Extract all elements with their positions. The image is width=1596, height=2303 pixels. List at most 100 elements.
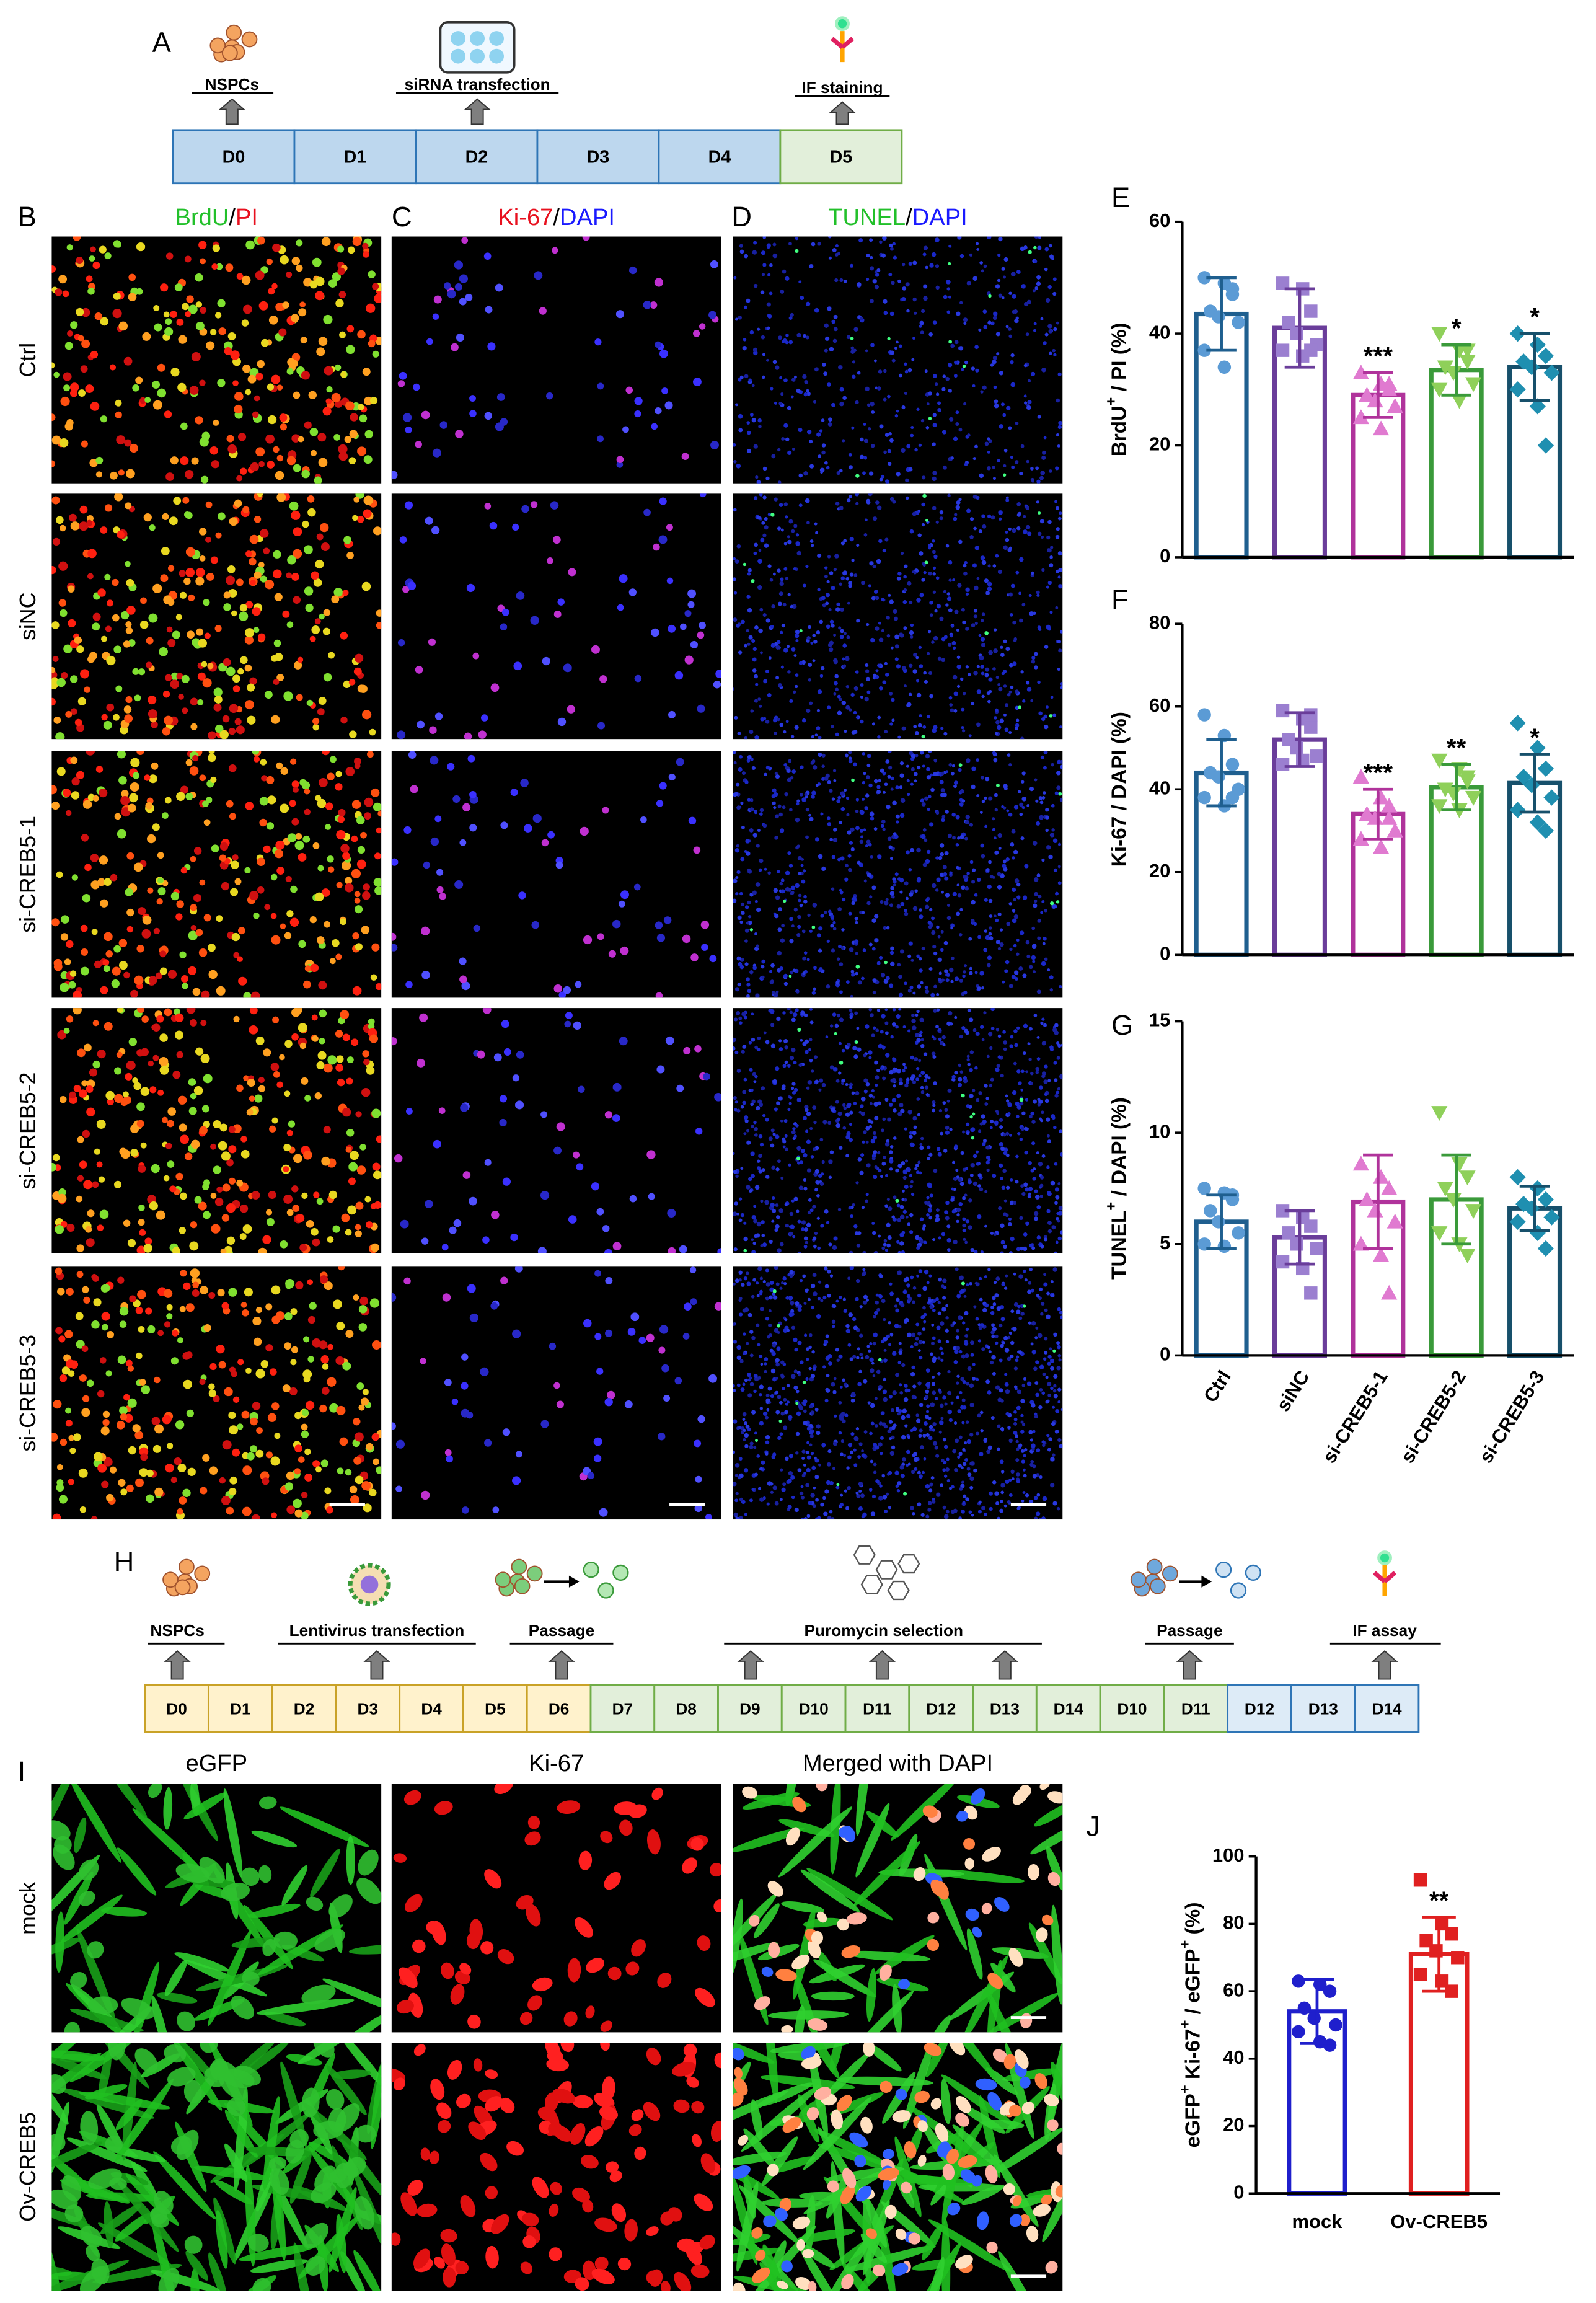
cell-dot (1046, 298, 1051, 303)
cell-dot (309, 1302, 317, 1310)
cell-dot (291, 510, 301, 520)
cell-dot (369, 396, 378, 405)
cell-dot (583, 1319, 592, 1328)
cell-dot (741, 902, 745, 906)
cell-dot (992, 564, 997, 568)
cell-dot (938, 978, 941, 981)
cell-dot (1008, 527, 1012, 531)
cell-dot (855, 1181, 859, 1185)
cell-dot (1008, 592, 1013, 597)
cell-dot (996, 1064, 1000, 1068)
cell-dot (76, 1271, 84, 1278)
cell-dot (273, 569, 282, 579)
cell-dot (908, 467, 913, 472)
cell-dot (798, 661, 803, 665)
cell-dot (796, 844, 800, 848)
cell-dot (294, 841, 304, 851)
cell-dot (106, 655, 116, 666)
cell-dot (563, 663, 572, 673)
cell-dot (51, 265, 56, 273)
cell-dot (846, 335, 851, 340)
cell-dot (130, 782, 139, 792)
cell-dot (668, 710, 676, 718)
cell-dot (1036, 281, 1041, 286)
cell-dot (922, 828, 927, 832)
cell-dot (126, 1484, 134, 1492)
cell-dot (824, 574, 828, 578)
cell-dot (740, 1213, 745, 1218)
cell-dot (239, 1204, 249, 1213)
cell-dot (849, 1123, 853, 1126)
cell-dot (925, 426, 930, 430)
cell-dot (963, 875, 968, 880)
cell-dot (276, 674, 284, 682)
cell-dot (567, 705, 576, 714)
cell-dot (785, 334, 789, 337)
cell-dot (869, 895, 873, 899)
cell-dot (889, 599, 894, 604)
cell-dot (905, 496, 909, 500)
cell-dot (733, 1247, 738, 1252)
cell-dot (908, 692, 912, 697)
cell-dot (961, 1026, 966, 1030)
cell-dot (612, 919, 621, 929)
cell-dot (1000, 1074, 1004, 1078)
cell-dot (890, 776, 894, 780)
cell-dot (806, 1086, 810, 1090)
cell-dot (863, 1053, 866, 1058)
cell-dot (1039, 519, 1044, 524)
cell-dot (932, 413, 937, 417)
cell-dot (778, 591, 783, 596)
cell-dot (922, 764, 925, 768)
cell-dot (199, 879, 206, 886)
cell-dot (827, 705, 831, 710)
cell-dot (992, 355, 997, 360)
cell-dot (1049, 988, 1053, 992)
cell-dot (327, 855, 334, 863)
cell-dot (1057, 372, 1062, 377)
cell-dot (884, 537, 889, 542)
cell-dot (760, 1199, 764, 1203)
cell-dot (89, 652, 97, 660)
cell-dot (622, 426, 629, 433)
cell-dot (58, 1335, 66, 1343)
cell-dot (855, 826, 860, 831)
cell-dot (1016, 1069, 1021, 1074)
cell-dot (853, 710, 857, 715)
cell-dot (338, 444, 348, 454)
cell-dot (165, 318, 172, 325)
cell-dot (859, 1170, 864, 1175)
cell-dot (782, 1137, 786, 1141)
cell-dot (201, 475, 209, 484)
cell-dot (139, 620, 149, 629)
cell-dot (849, 1015, 853, 1019)
cell-dot (1051, 803, 1055, 808)
cell-dot (857, 1231, 862, 1235)
cell-dot (865, 1024, 870, 1029)
cell-dot (245, 1368, 252, 1374)
cell-dot (1003, 1199, 1007, 1203)
cell-dot (878, 779, 881, 782)
cell-dot (879, 477, 883, 482)
cell-dot (961, 608, 965, 612)
cell-dot (226, 1506, 234, 1515)
cell-dot (245, 628, 255, 638)
cell-dot (1037, 1103, 1041, 1107)
cell-dot (291, 1346, 299, 1353)
cell-dot (1029, 1243, 1033, 1248)
cell-dot (899, 344, 902, 348)
cell-dot (988, 1032, 993, 1037)
cell-dot (897, 1163, 902, 1169)
cell-dot (788, 1231, 793, 1236)
cell-dot (896, 1014, 901, 1019)
cell-dot (684, 655, 694, 665)
cell-dot (1021, 771, 1026, 776)
cell-dot (318, 697, 327, 705)
cell-dot (163, 595, 172, 604)
cell-dot (856, 619, 860, 623)
cell-dot (976, 1162, 980, 1166)
cell-dot (1008, 984, 1013, 988)
cell-dot (905, 896, 909, 900)
cell-dot (1020, 1247, 1024, 1251)
cell-dot (780, 577, 784, 581)
